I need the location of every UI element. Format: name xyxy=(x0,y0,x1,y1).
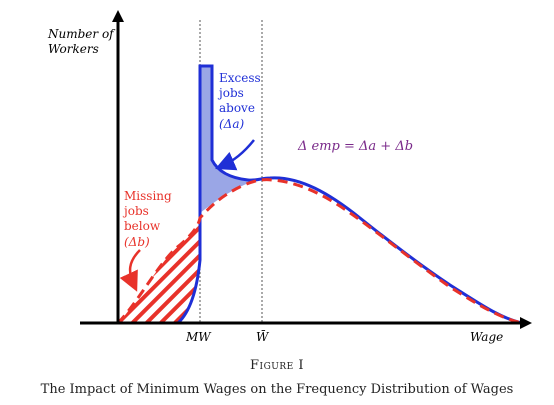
missing-jobs-label-line3: below xyxy=(124,219,161,233)
excess-jobs-label-line1: Excess xyxy=(219,71,261,85)
figure-number: Figure I xyxy=(250,358,304,373)
missing-jobs-label-line4: (Δb) xyxy=(124,235,150,249)
figure-title: The Impact of Minimum Wages on the Frequ… xyxy=(40,382,514,397)
employment-equation: Δ emp = Δa + Δb xyxy=(297,139,413,154)
x-axis-label: Wage xyxy=(470,330,503,344)
wbar-tick-label: W̄ xyxy=(256,329,270,344)
mw-tick-label: MW xyxy=(185,330,212,344)
post-distribution-curve xyxy=(176,64,523,325)
y-axis-arrowhead xyxy=(112,10,124,22)
y-axis-label-line2: Workers xyxy=(48,42,99,56)
missing-jobs-label-line1: Missing xyxy=(124,189,172,203)
x-axis-arrowhead xyxy=(520,317,532,329)
y-axis-label-line1: Number of xyxy=(47,27,116,41)
excess-jobs-label-line3: above xyxy=(219,101,255,115)
excess-jobs-label-line2: jobs xyxy=(217,86,244,100)
excess-jobs-label-line4: (Δa) xyxy=(219,117,245,131)
missing-jobs-arrow xyxy=(119,249,141,292)
counterfactual-distribution-curve xyxy=(116,178,523,325)
excess-jobs-arrow xyxy=(215,139,255,171)
excess-jobs-area xyxy=(200,66,262,213)
missing-jobs-label-line2: jobs xyxy=(122,204,149,218)
